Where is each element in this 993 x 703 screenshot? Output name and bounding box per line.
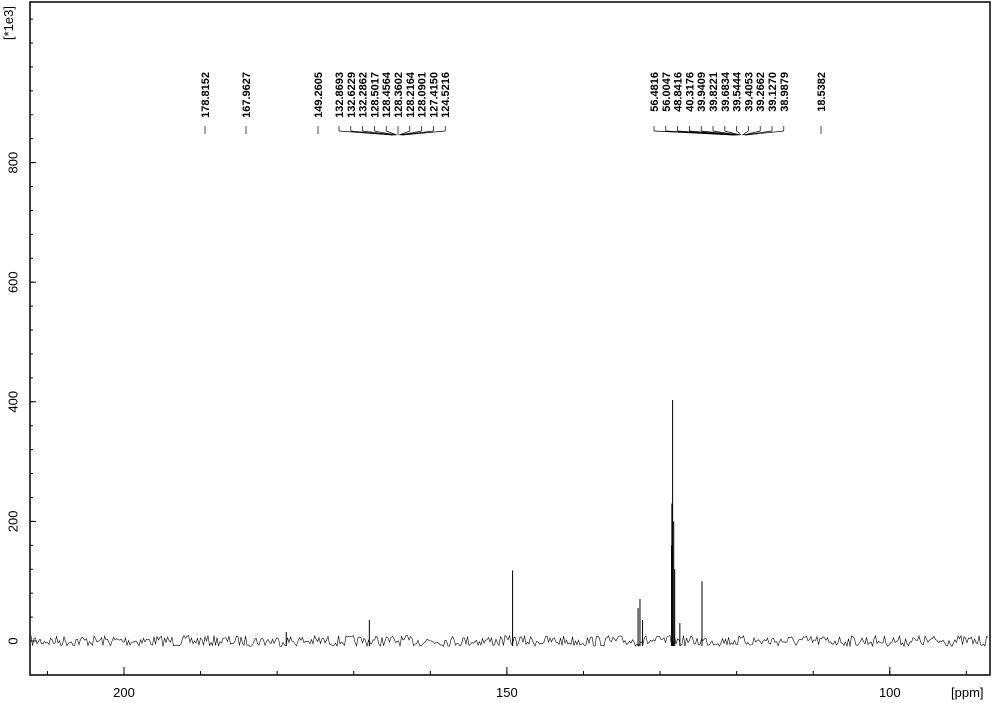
peak-label-3-10: 39.1270	[767, 72, 779, 112]
peak-label-3-6: 39.6834	[720, 71, 732, 112]
peak-label-leader	[745, 130, 784, 136]
peak-label-3-4: 39.9409	[696, 72, 708, 112]
x-tick-label-100: 100	[879, 685, 901, 700]
peak-label-3-7: 39.5444	[732, 71, 744, 112]
peak-label-leader	[743, 130, 761, 136]
peak-label-2-3: 128.5017	[369, 72, 381, 118]
peak-label-3-1: 56.0047	[661, 72, 673, 112]
peak-label-3-3: 40.3176	[684, 72, 696, 112]
peak-label-leader	[350, 130, 394, 136]
peak-label-2-7: 128.0901	[417, 72, 429, 118]
y-tick-label-0: 0	[5, 637, 20, 644]
peak-label-leader	[742, 130, 749, 136]
peak-label-3-5: 39.8221	[708, 72, 720, 112]
peak-label-2-4: 128.4564	[381, 71, 393, 118]
peak-label-leader	[724, 130, 741, 136]
peak-label-leader	[712, 130, 739, 136]
peak-label-2-6: 128.2164	[405, 71, 417, 118]
peak-label-0-0: 178.8152	[200, 72, 212, 118]
peak-label-leader	[399, 130, 410, 136]
peak-label-leader	[362, 130, 395, 136]
y-axis-unit-label: [*1e3]	[1, 6, 16, 40]
y-tick-label-200: 200	[5, 511, 20, 533]
spectrum-peaks	[285, 400, 703, 646]
peak-label-leader	[402, 130, 446, 136]
peak-label-2-8: 127.4150	[428, 72, 440, 118]
peak-label-leader	[400, 130, 422, 136]
peak-label-leader	[374, 130, 396, 136]
peak-label-4-0: 18.5382	[816, 72, 828, 112]
peak-label-leader	[701, 130, 738, 136]
peak-label-1-0: 149.2605	[313, 72, 325, 118]
peak-label-3-8: 39.4053	[743, 72, 755, 112]
y-tick-label-600: 600	[5, 271, 20, 293]
peak-label-3-11: 38.9879	[779, 72, 791, 112]
peak-label-2-9: 124.5216	[440, 72, 452, 118]
y-axis-ticks: 0 200 400 600 800	[5, 18, 36, 645]
x-axis-unit-label: [ppm]	[951, 685, 984, 700]
x-axis-ticks: 200150100500	[46, 667, 967, 700]
peak-labels: 178.8152 167.9627 149.2605 132.8693 132.6229…	[200, 71, 828, 136]
peak-label-leader	[386, 130, 397, 136]
peak-label-3-9: 39.2662	[755, 72, 767, 112]
peak-label-3-2: 48.8416	[673, 72, 685, 112]
peak-label-leader	[736, 130, 742, 136]
peak-label-2-1: 132.6229	[346, 72, 358, 118]
baseline-noise	[30, 634, 989, 648]
x-tick-label-200: 200	[113, 685, 135, 700]
peak-label-0-1: 167.9627	[241, 72, 253, 118]
peak-label-3-0: 56.4816	[649, 72, 661, 112]
peak-label-2-2: 132.2862	[358, 72, 370, 118]
peak-label-2-0: 132.8693	[334, 72, 346, 118]
plot-frame	[29, 1, 991, 676]
y-tick-label-800: 800	[5, 152, 20, 174]
baseline-noise-trace	[30, 634, 989, 648]
x-tick-label-150: 150	[496, 685, 518, 700]
peak-label-2-5: 128.3602	[393, 72, 405, 118]
y-tick-label-400: 400	[5, 391, 20, 413]
